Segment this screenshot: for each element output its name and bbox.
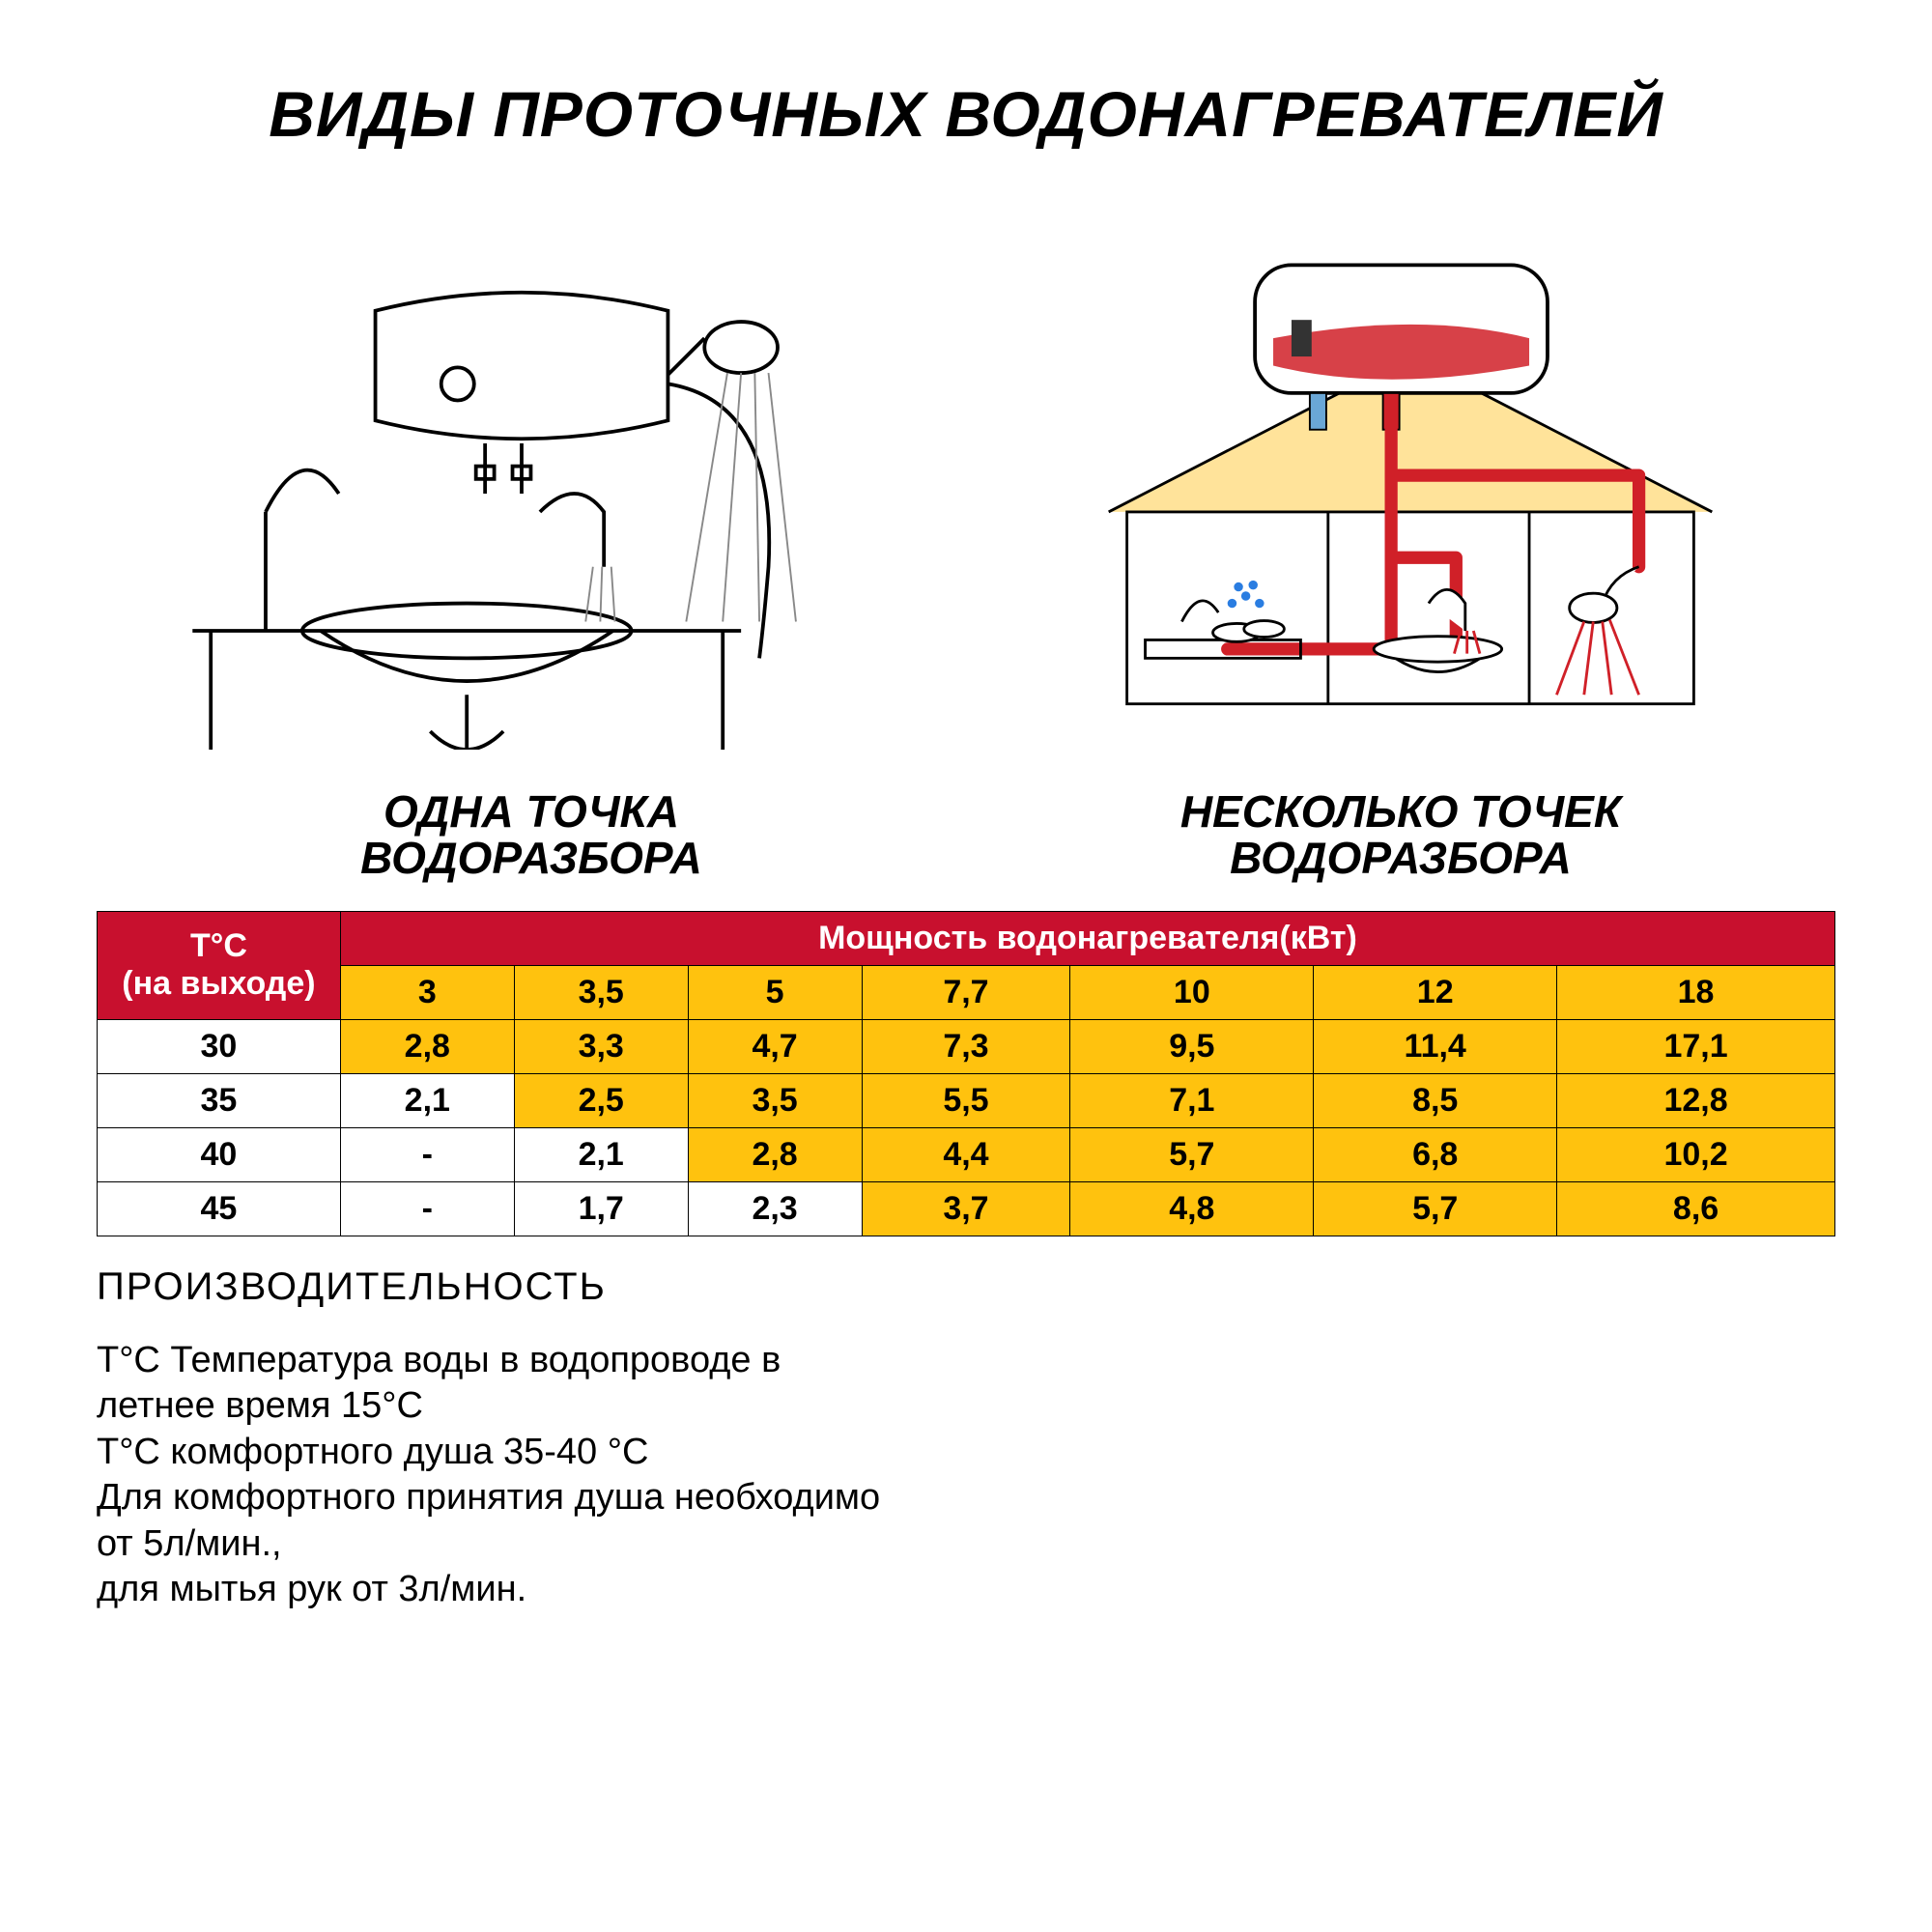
subtitle-row: ОДНА ТОЧКАВОДОРАЗБОРА НЕСКОЛЬКО ТОЧЕКВОД… — [97, 788, 1835, 882]
table-cell: 2,1 — [514, 1127, 688, 1181]
table-cell: 12,8 — [1557, 1073, 1835, 1127]
col-group-label: Мощность водонагревателя(кВт) — [340, 911, 1834, 965]
table-cell: 1,7 — [514, 1181, 688, 1236]
table-cell: 2,3 — [688, 1181, 862, 1236]
power-col: 3 — [340, 965, 514, 1019]
power-col: 12 — [1314, 965, 1557, 1019]
power-col: 10 — [1070, 965, 1314, 1019]
table-cell: 7,3 — [862, 1019, 1070, 1073]
table-cell: 5,5 — [862, 1073, 1070, 1127]
table-cell: 9,5 — [1070, 1019, 1314, 1073]
table-cell: - — [340, 1127, 514, 1181]
table-cell: 2,5 — [514, 1073, 688, 1127]
table-cell: 3,7 — [862, 1181, 1070, 1236]
temp-row-label: 30 — [98, 1019, 341, 1073]
table-cell: 3,5 — [688, 1073, 862, 1127]
table-cell: - — [340, 1181, 514, 1236]
power-col: 5 — [688, 965, 862, 1019]
table-cell: 5,7 — [1070, 1127, 1314, 1181]
table-cell: 8,6 — [1557, 1181, 1835, 1236]
power-col: 7,7 — [862, 965, 1070, 1019]
table-cell: 6,8 — [1314, 1127, 1557, 1181]
table-cell: 8,5 — [1314, 1073, 1557, 1127]
table-cell: 2,1 — [340, 1073, 514, 1127]
table-cell: 4,7 — [688, 1019, 862, 1073]
subtitle-left: ОДНА ТОЧКАВОДОРАЗБОРА — [97, 788, 966, 882]
power-col: 3,5 — [514, 965, 688, 1019]
table-cell: 2,8 — [688, 1127, 862, 1181]
table-cell: 11,4 — [1314, 1019, 1557, 1073]
table-cell: 17,1 — [1557, 1019, 1835, 1073]
table-cell: 3,3 — [514, 1019, 688, 1073]
table-cell: 7,1 — [1070, 1073, 1314, 1127]
table-cell: 5,7 — [1314, 1181, 1557, 1236]
power-table: T°C(на выходе)Мощность водонагревателя(к… — [97, 911, 1835, 1236]
performance-title: ПРОИЗВОДИТЕЛЬНОСТЬ — [97, 1265, 1835, 1309]
power-col: 18 — [1557, 965, 1835, 1019]
table-cell: 2,8 — [340, 1019, 514, 1073]
table-cell: 4,4 — [862, 1127, 1070, 1181]
temp-row-label: 45 — [98, 1181, 341, 1236]
subtitle-right: НЕСКОЛЬКО ТОЧЕКВОДОРАЗБОРА — [966, 788, 1835, 882]
table-cell: 4,8 — [1070, 1181, 1314, 1236]
diagram-row — [97, 209, 1835, 750]
temp-row-label: 40 — [98, 1127, 341, 1181]
row-header-label: T°C(на выходе) — [98, 911, 341, 1019]
page-title: ВИДЫ ПРОТОЧНЫХ ВОДОНАГРЕВАТЕЛЕЙ — [97, 77, 1835, 151]
temp-row-label: 35 — [98, 1073, 341, 1127]
performance-body: T°C Температура воды в водопроводе влетн… — [97, 1338, 1835, 1613]
diagram-multi-point — [985, 238, 1835, 750]
table-cell: 10,2 — [1557, 1127, 1835, 1181]
diagram-single-point — [97, 238, 947, 750]
